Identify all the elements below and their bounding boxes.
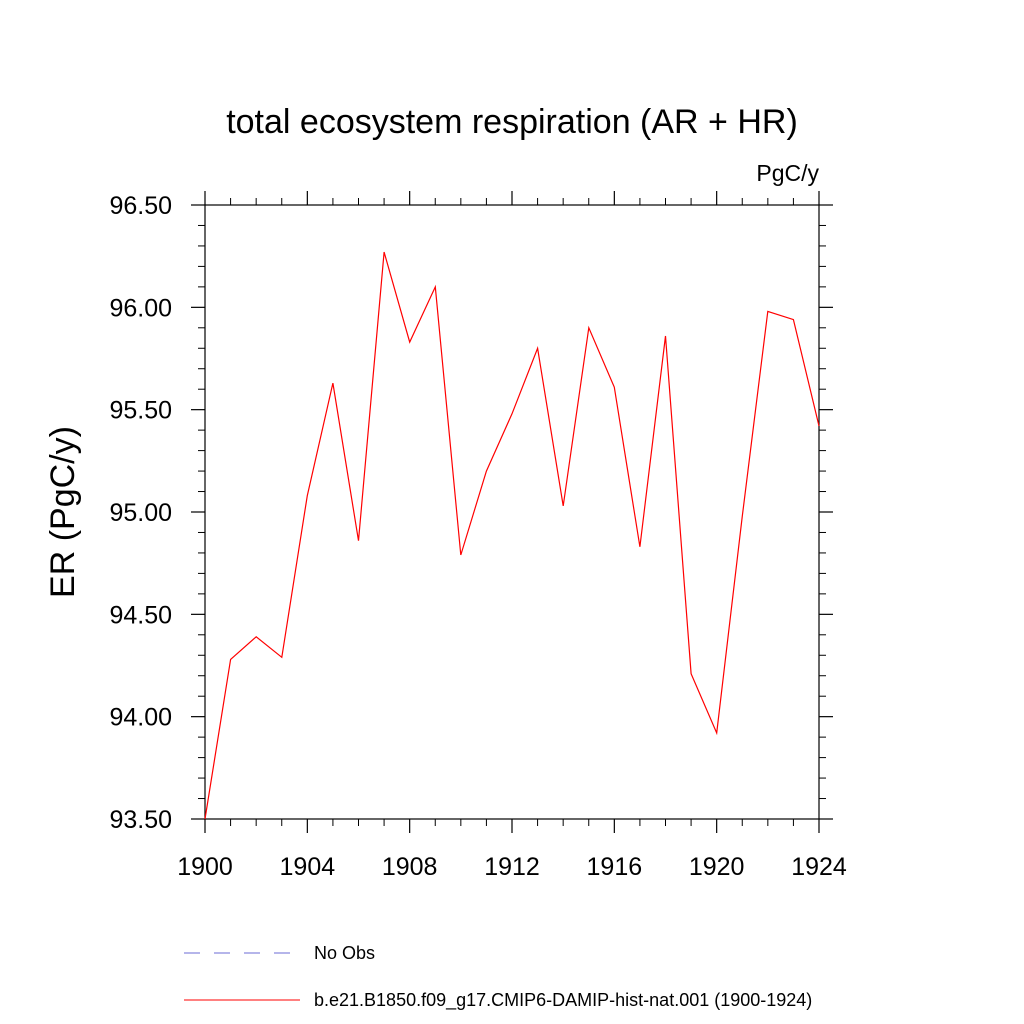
y-tick-label: 95.00 (109, 499, 172, 527)
legend: No Obs b.e21.B1850.f09_g17.CMIP6-DAMIP-h… (184, 943, 812, 1011)
x-tick-label: 1916 (587, 853, 643, 881)
x-tick-label: 1912 (484, 853, 540, 881)
x-tick-label: 1924 (791, 853, 847, 881)
x-axis: 1900 1904 1908 1912 1916 1920 1924 (177, 191, 847, 881)
x-tick-label: 1900 (177, 853, 233, 881)
y-tick-label: 94.00 (109, 704, 172, 732)
x-tick-label: 1908 (382, 853, 438, 881)
series-layer (204, 251, 820, 820)
y-tick-label: 95.50 (109, 397, 172, 425)
y-axis-label: ER (PgC/y) (44, 426, 82, 598)
y-axis: 93.50 94.00 94.50 95.00 95.50 96.00 96.50 (109, 192, 833, 834)
plot-frame (204, 204, 820, 820)
legend-label-model: b.e21.B1850.f09_g17.CMIP6-DAMIP-hist-nat… (314, 990, 812, 1011)
x-tick-label: 1920 (689, 853, 745, 881)
y-tick-label: 96.00 (109, 294, 172, 322)
y-tick-label: 96.50 (109, 192, 172, 220)
series-line-0 (204, 251, 820, 820)
units-label: PgC/y (756, 160, 819, 186)
legend-label-no-obs: No Obs (314, 943, 375, 963)
chart-title: total ecosystem respiration (AR + HR) (226, 103, 798, 141)
y-tick-label: 93.50 (109, 806, 172, 834)
y-tick-label: 94.50 (109, 601, 172, 629)
x-tick-label: 1904 (280, 853, 336, 881)
